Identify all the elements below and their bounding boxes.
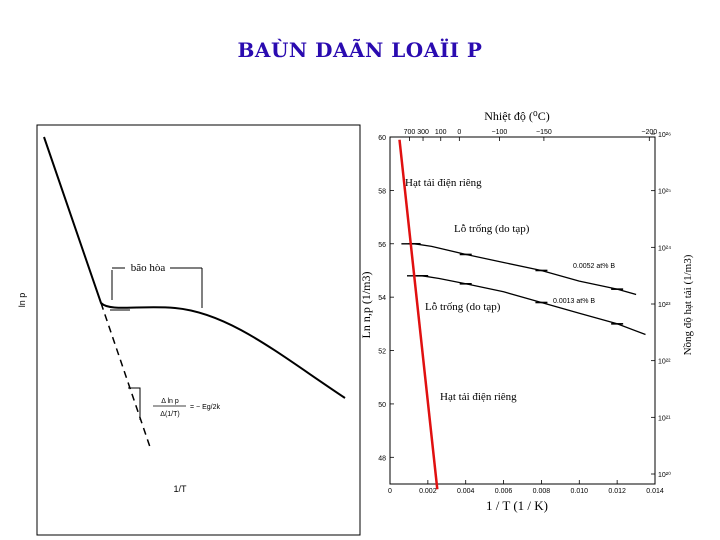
- series-label-1: 0.0052 at% B: [573, 263, 615, 270]
- x-tick-label: 0.008: [533, 488, 551, 495]
- label-hole-bottom: Lỗ trống (do tạp): [425, 301, 501, 313]
- right-tick-label: 10²³: [658, 302, 671, 309]
- y-axis-label-left: Ln n,p (1/m3): [359, 272, 373, 339]
- left-x-label: 1/T: [173, 484, 187, 494]
- x-tick-label: 0: [388, 488, 392, 495]
- x-tick-label: 0.006: [495, 488, 513, 495]
- x-tick-label: 0.002: [419, 488, 437, 495]
- top-tick-label: 300: [417, 129, 429, 136]
- series-intrinsic-line: [398, 139, 439, 490]
- left-y-label: ln p: [17, 293, 27, 308]
- slope-num: Δ ln p: [161, 398, 179, 405]
- top-tick-label: −100: [492, 129, 508, 136]
- y-tick-label: 48: [378, 455, 386, 462]
- y-tick-label: 56: [378, 242, 386, 249]
- top-tick-label: 700: [404, 129, 416, 136]
- left-chart-frame: [36, 124, 361, 536]
- y-tick-label: 54: [378, 295, 386, 302]
- y-tick-label: 52: [378, 349, 386, 356]
- right-ticks: 10²⁰ 10²¹ 10²² 10²³ 10²⁴ 10²⁵ 10²⁶: [651, 132, 671, 479]
- series-line-2: [407, 275, 646, 336]
- slope-value: = − Eg/2k: [190, 404, 220, 411]
- right-tick-label: 10²⁶: [658, 132, 671, 139]
- x-ticks: 0 0.002 0.004 0.006 0.008 0.010 0.012 0.014: [388, 480, 664, 495]
- plot-area: [389, 136, 656, 485]
- series-label-2: 0.0013 at% B: [553, 298, 595, 305]
- left-extrapolation-dashed: [100, 302, 151, 448]
- x-axis-label: 1 / T (1 / K): [486, 498, 548, 513]
- right-tick-label: 10²²: [658, 359, 671, 366]
- label-intrinsic-bottom: Hạt tải điện riêng: [440, 391, 517, 403]
- saturation-label: bão hòa: [131, 262, 166, 274]
- top-tick-label: 100: [435, 129, 447, 136]
- right-chart: Nhiệt độ (⁰C) 700 300 100 0 −100 −150 −200 0 0.…: [359, 109, 694, 513]
- right-tick-label: 10²⁴: [658, 245, 671, 252]
- slope-den: Δ(1/T): [160, 411, 179, 418]
- x-tick-label: 0.012: [608, 488, 626, 495]
- y-ticks: 48 50 52 54 56 58 60: [378, 135, 394, 462]
- left-curve: [43, 136, 346, 399]
- left-chart: ln p 1/T bão hòa Δ ln p Δ(1/T) = − Eg/2k: [17, 124, 361, 536]
- y-tick-label: 50: [378, 402, 386, 409]
- label-hole-top: Lỗ trống (do tạp): [454, 223, 530, 235]
- top-axis-title: Nhiệt độ (⁰C): [484, 109, 549, 123]
- top-tick-label: −200: [641, 129, 657, 136]
- right-tick-label: 10²⁵: [658, 189, 671, 196]
- x-tick-label: 0.014: [646, 488, 664, 495]
- x-tick-label: 0.004: [457, 488, 475, 495]
- label-intrinsic-top: Hạt tải điện riêng: [405, 177, 482, 189]
- y-tick-label: 58: [378, 188, 386, 195]
- right-tick-label: 10²¹: [658, 415, 671, 422]
- y-tick-label: 60: [378, 135, 386, 142]
- y-axis-label-right: Nồng độ hạt tải (1/m3): [682, 254, 694, 355]
- series-layer: [398, 139, 646, 490]
- x-tick-label: 0.010: [571, 488, 589, 495]
- slope-triangle: [128, 387, 141, 420]
- top-ticks: 700 300 100 0 −100 −150 −200: [404, 129, 657, 141]
- page-title: BAÙN DAÃN LOAÏI P: [237, 38, 483, 62]
- series-line-1: [401, 243, 637, 296]
- top-tick-label: 0: [457, 129, 461, 136]
- top-tick-label: −150: [536, 129, 552, 136]
- right-tick-label: 10²⁰: [658, 471, 671, 479]
